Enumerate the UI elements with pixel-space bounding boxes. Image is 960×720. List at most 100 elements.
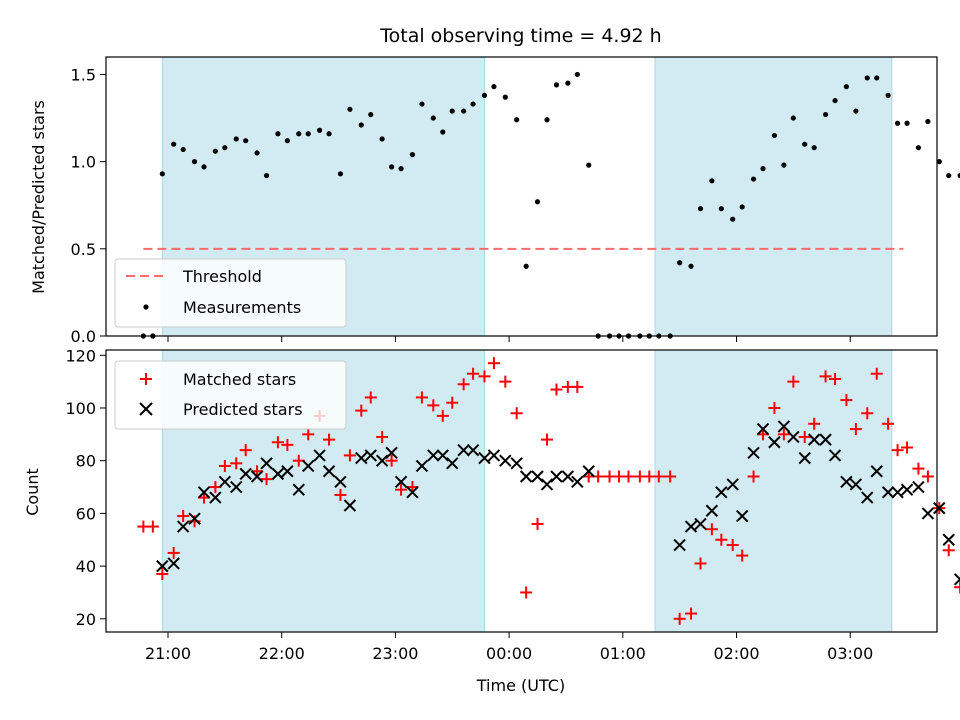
x-tick-label: 03:00 xyxy=(827,644,873,663)
matched-star-point xyxy=(302,428,315,441)
y-tick-label: 0.0 xyxy=(71,327,96,346)
measurement-point xyxy=(864,75,870,81)
matched-star-point xyxy=(323,433,336,446)
measurement-point xyxy=(925,118,931,125)
predicted-star-point xyxy=(487,449,501,462)
predicted-star-point xyxy=(582,465,595,478)
predicted-star-point xyxy=(209,491,222,504)
bottom-panel-frame xyxy=(105,349,938,633)
matched-star-point xyxy=(427,399,440,412)
measurement-point xyxy=(461,108,467,114)
matched-star-point xyxy=(777,428,790,441)
matched-star-point xyxy=(520,586,533,599)
matched-legend-label: Matched stars xyxy=(183,370,296,389)
measurement-point xyxy=(843,84,850,90)
y-tick-label: 1.0 xyxy=(71,153,96,172)
measurement-point xyxy=(853,108,859,114)
predicted-star-point xyxy=(415,459,429,473)
matched-star-point xyxy=(156,568,169,581)
measurement-point xyxy=(243,138,249,144)
measurement-point xyxy=(822,111,829,118)
measurement-point xyxy=(347,106,353,112)
matched-star-point xyxy=(499,375,512,388)
predicted-star-point xyxy=(436,449,449,462)
predicted-star-point xyxy=(684,520,698,533)
predicted-star-point xyxy=(250,470,264,483)
matched-star-point xyxy=(364,391,377,404)
matched-star-point xyxy=(436,409,449,422)
predicted-star-point xyxy=(861,491,874,504)
matched-star-point xyxy=(260,473,273,486)
measurement-point xyxy=(718,206,724,212)
measurement-point xyxy=(430,115,436,121)
measurement-point xyxy=(201,164,207,170)
predicted-star-point xyxy=(768,436,781,449)
measurements-legend-label: Measurements xyxy=(183,298,301,317)
predicted-star-point xyxy=(230,480,243,494)
measurement-point xyxy=(790,115,796,121)
matched-star-point xyxy=(787,375,800,388)
predicted-star-point xyxy=(933,501,946,515)
y-tick-label: 0.5 xyxy=(71,240,96,259)
matched-legend-marker xyxy=(140,373,152,385)
measurement-point xyxy=(491,84,497,90)
measurement-point xyxy=(379,136,385,142)
measurement-point xyxy=(709,178,715,184)
predicted-star-point xyxy=(188,512,201,525)
measurement-point xyxy=(419,101,425,107)
matched-star-point xyxy=(664,470,677,483)
predicted-star-point xyxy=(313,449,326,462)
predicted-star-point xyxy=(364,449,377,462)
matched-star-point xyxy=(622,470,635,483)
matched-star-point xyxy=(736,549,749,562)
matched-star-point xyxy=(705,523,718,536)
predicted-star-point xyxy=(260,457,273,470)
predicted-star-point xyxy=(167,557,180,570)
matched-star-point xyxy=(861,407,874,420)
measurement-point xyxy=(481,92,488,98)
predicted-star-point xyxy=(828,449,842,462)
predicted-star-point xyxy=(478,451,491,465)
predicted-star-point xyxy=(726,478,739,491)
matched-star-point xyxy=(694,557,707,570)
matched-star-point xyxy=(954,581,960,594)
measurement-point xyxy=(915,145,922,151)
matched-star-point xyxy=(478,370,491,383)
matched-star-point xyxy=(550,383,563,396)
measurement-point xyxy=(760,166,766,172)
predicted-star-point xyxy=(302,459,315,473)
predicted-star-point xyxy=(540,478,554,491)
bottom-y-axis-label: Count xyxy=(23,468,42,516)
measurement-point xyxy=(263,172,270,179)
matched-star-point xyxy=(829,372,842,385)
matched-star-point xyxy=(870,367,883,380)
measurement-point xyxy=(730,216,736,222)
predicted-star-point xyxy=(561,470,575,483)
matched-star-point xyxy=(571,380,584,393)
predicted-star-point xyxy=(747,446,760,459)
measurement-point xyxy=(337,171,344,177)
measurement-point xyxy=(874,75,880,81)
measurement-point xyxy=(305,131,311,137)
predicted-star-point xyxy=(176,520,190,533)
predicted-star-point xyxy=(673,538,686,552)
measurement-point xyxy=(275,131,281,137)
measurement-point xyxy=(832,97,838,104)
matched-star-point xyxy=(891,444,904,457)
measurement-point xyxy=(811,145,817,151)
predicted-star-point xyxy=(912,480,925,494)
bottom-legend-box xyxy=(114,360,347,430)
predicted-star-point xyxy=(953,573,960,586)
matched-star-point xyxy=(146,520,159,533)
x-tick-label: 02:00 xyxy=(713,644,759,663)
measurement-point xyxy=(180,146,186,153)
matched-star-point xyxy=(901,441,914,454)
predicted-star-point xyxy=(394,475,408,488)
measurement-point xyxy=(739,204,745,210)
measurement-point xyxy=(523,263,529,269)
predicted-star-point xyxy=(531,470,544,483)
x-axis-label: Time (UTC) xyxy=(476,676,565,695)
threshold-legend-label: Threshold xyxy=(182,267,262,286)
measurement-point xyxy=(534,199,541,205)
matched-star-point xyxy=(531,517,544,530)
